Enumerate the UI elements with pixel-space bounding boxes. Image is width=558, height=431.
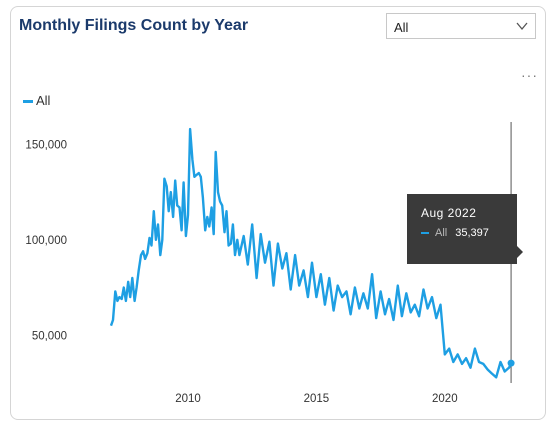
y-tick-label: 150,000: [25, 139, 67, 151]
tooltip-series: All: [435, 227, 448, 239]
y-axis: 50,000 100,000 150,000: [25, 139, 67, 342]
tooltip-arrow: [517, 246, 523, 258]
tooltip-date: Aug 2022: [421, 206, 477, 220]
chevron-down-icon: [515, 19, 529, 38]
chart-card: Monthly Filings Count by Year All ··· Al…: [10, 6, 546, 420]
legend-label-all: All: [36, 93, 51, 108]
chart-title: Monthly Filings Count by Year: [19, 17, 249, 34]
filter-dropdown[interactable]: All: [386, 13, 536, 39]
x-tick-label: 2010: [175, 393, 201, 405]
series-line-all: [109, 127, 513, 379]
tooltip-row: All 35,397: [421, 227, 517, 239]
legend-swatch: [23, 100, 33, 104]
x-axis: 2010 2015 2020: [175, 393, 457, 405]
line-chart: 50,000 100,000 150,000 2010 2015 2020: [25, 122, 515, 405]
y-tick-label: 50,000: [32, 330, 67, 342]
hover-data-point[interactable]: [507, 359, 515, 367]
tooltip-swatch: [421, 232, 429, 235]
legend: All: [23, 93, 50, 108]
more-options-icon[interactable]: ···: [521, 67, 538, 83]
x-tick-label: 2015: [304, 393, 330, 405]
x-tick-label: 2020: [432, 393, 458, 405]
tooltip-value: 35,397: [455, 227, 489, 239]
tooltip: Aug 2022 All 35,397: [407, 194, 523, 264]
dropdown-value: All: [394, 20, 409, 35]
y-tick-label: 100,000: [25, 235, 67, 247]
